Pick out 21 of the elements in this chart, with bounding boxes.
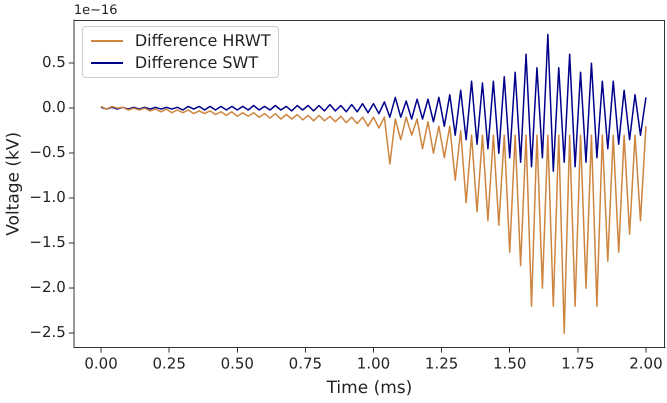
x-tick-label: 2.00	[629, 354, 663, 372]
x-tick-label: 1.50	[493, 354, 526, 372]
y-tick-label: 0.0	[42, 98, 66, 116]
x-tick-label: 1.00	[356, 354, 390, 372]
x-tick-label: 0.25	[152, 354, 186, 372]
y-tick-label: 0.5	[42, 53, 66, 72]
x-tick-label: 0.75	[288, 354, 322, 372]
y-tick-label: −2.0	[29, 278, 66, 296]
x-axis-title: Time (ms)	[326, 378, 412, 398]
legend-label: Difference SWT	[134, 52, 258, 74]
y-tick-label: −1.5	[29, 233, 66, 252]
x-tick-label: 0.00	[84, 354, 118, 372]
y-tick-label: −0.5	[29, 143, 66, 162]
y-tick-label: −2.5	[29, 323, 66, 342]
y-axis-title: Voltage (kV)	[4, 132, 24, 236]
y-tick-label: −1.0	[29, 188, 66, 206]
legend-label: Difference HRWT	[134, 30, 270, 52]
x-tick-label: 0.50	[220, 354, 254, 372]
x-tick-label: 1.75	[561, 354, 595, 372]
text: 1e−16	[74, 2, 118, 18]
x-tick-label: 1.25	[424, 354, 458, 372]
